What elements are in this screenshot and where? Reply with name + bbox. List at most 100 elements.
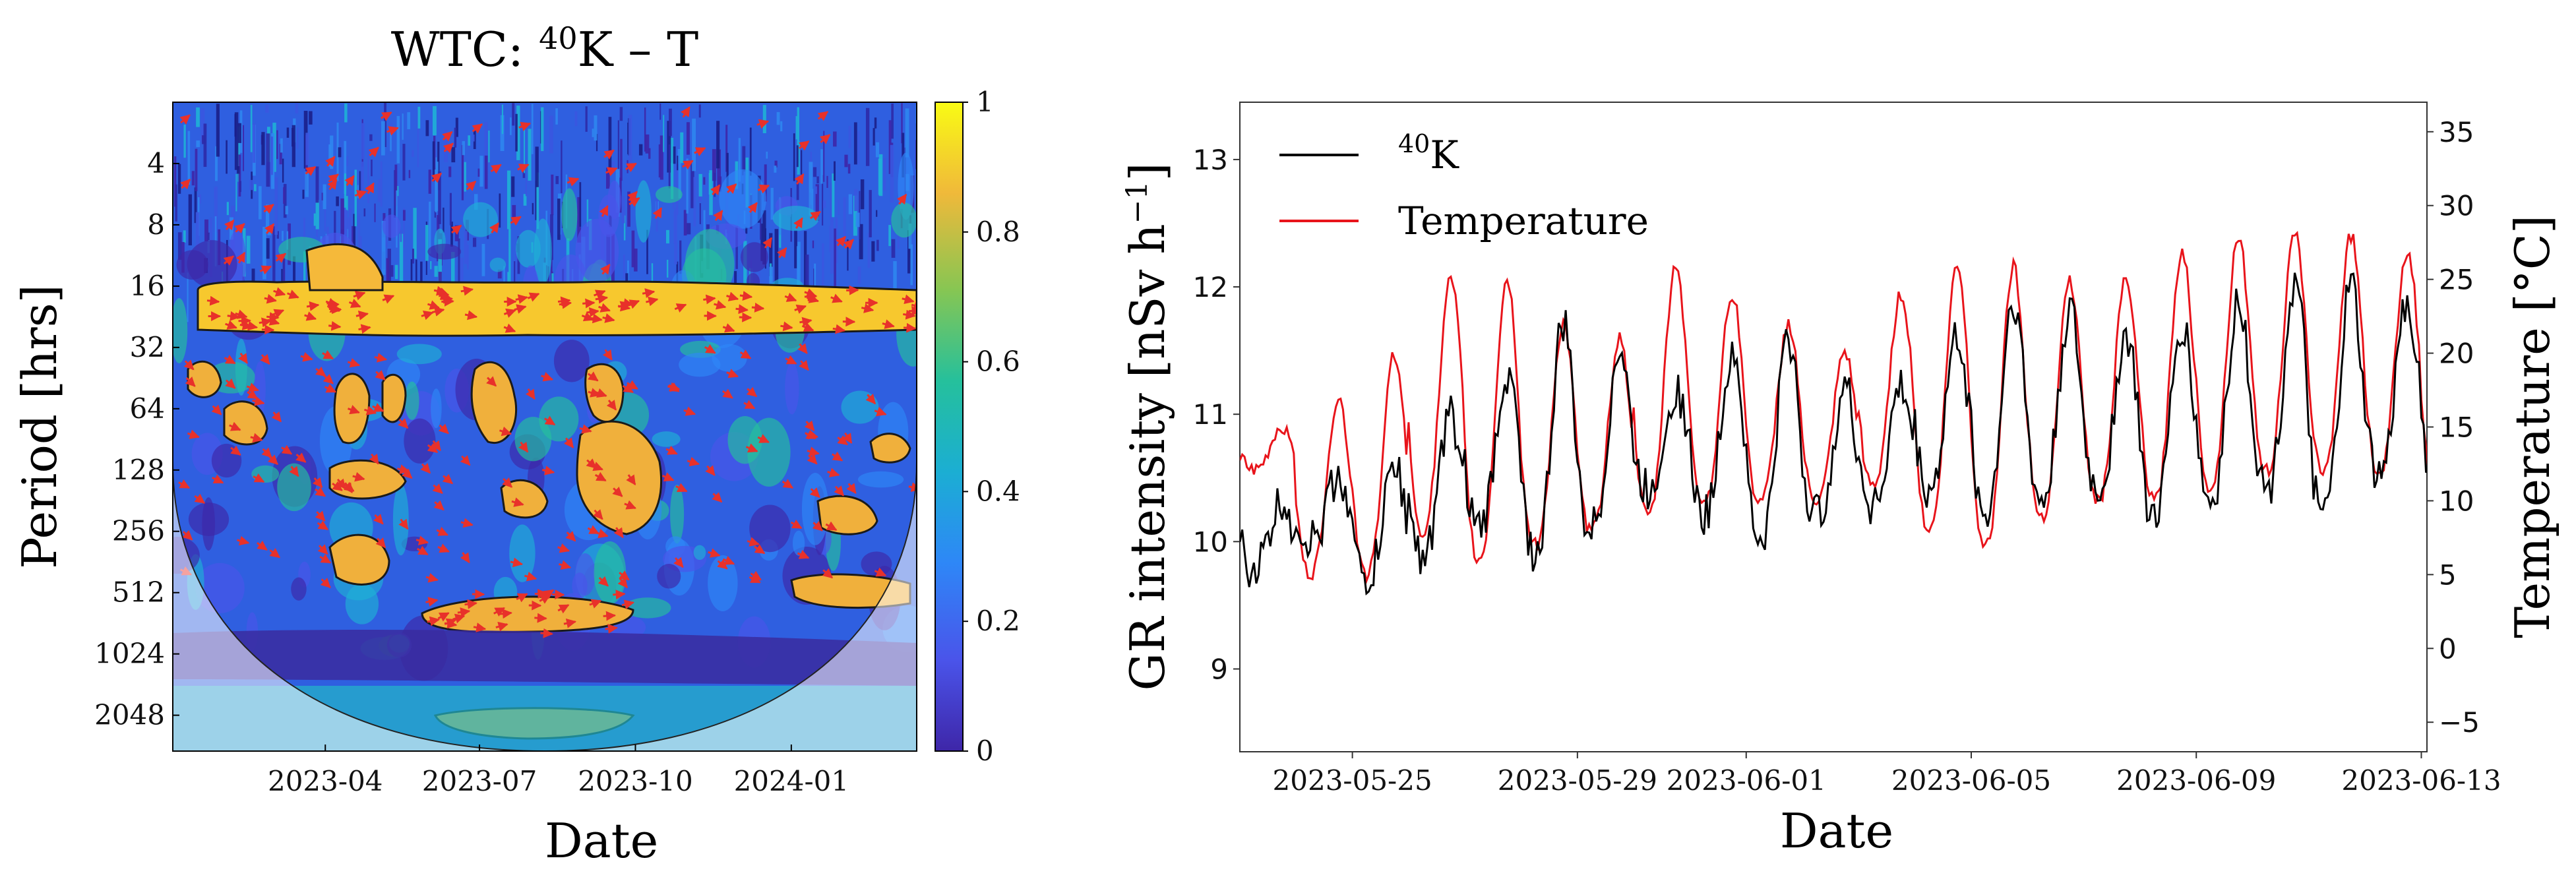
phase-arrow [225, 379, 236, 389]
mid-blob [652, 431, 681, 447]
noise-streak [237, 123, 242, 143]
noise-streak [823, 200, 826, 208]
left-y-tick-label: 12 [1193, 271, 1228, 303]
noise-streak [443, 207, 445, 233]
noise-streak [829, 226, 831, 253]
phase-arrow [622, 383, 634, 394]
noise-streak [203, 123, 207, 167]
phase-arrow [358, 324, 371, 334]
phase-arrow [652, 207, 663, 219]
phase-arrow [603, 149, 615, 160]
noise-streak [458, 238, 460, 293]
noise-streak [658, 144, 661, 178]
noise-streak [484, 155, 488, 189]
noise-streak [677, 156, 679, 171]
phase-arrow [436, 526, 449, 536]
noise-streak [384, 236, 388, 247]
phase-arrow [589, 599, 602, 609]
noise-streak [832, 173, 835, 218]
phase-arrow [441, 296, 454, 307]
phase-arrow [380, 111, 392, 121]
phase-arrow [642, 288, 656, 298]
noise-streak [515, 113, 518, 152]
noise-streak [557, 198, 561, 240]
phase-arrow [806, 293, 820, 303]
colorbar-gradient [935, 102, 964, 752]
noise-streak [793, 133, 795, 181]
noise-streak [377, 179, 381, 202]
mid-blob [785, 362, 799, 415]
noise-streak [380, 161, 383, 207]
noise-streak [279, 144, 282, 165]
wtc-coi-outline [173, 461, 917, 751]
phase-arrow [304, 311, 317, 321]
noise-streak [265, 204, 270, 233]
noise-streak [506, 170, 511, 229]
left-y-tick-label: 11 [1193, 398, 1228, 431]
noise-streak [448, 166, 452, 177]
mid-blob [679, 352, 721, 377]
phase-arrow [598, 303, 611, 313]
noise-streak [645, 134, 650, 154]
noise-streak [438, 171, 441, 224]
phase-arrow [300, 352, 313, 362]
noise-streak [295, 102, 299, 114]
noise-streak [499, 193, 501, 228]
phase-arrow [606, 400, 617, 411]
phase-arrow [799, 359, 809, 371]
noise-streak [669, 108, 672, 137]
noise-streak [274, 177, 278, 235]
noise-streak [285, 206, 288, 215]
phase-arrow [250, 433, 263, 443]
phase-arrow [442, 131, 453, 142]
line-x-tick-label: 2023-06-09 [2116, 764, 2276, 797]
noise-streak [238, 154, 241, 197]
noise-streak [280, 138, 283, 153]
phase-arrow [541, 466, 555, 475]
wtc-y-tick-label: 32 [130, 331, 165, 363]
noise-streak [462, 141, 466, 156]
noise-streak [749, 127, 752, 176]
noise-streak [847, 164, 851, 174]
noise-streak [417, 109, 419, 167]
colorbar-tick-label: 0.6 [976, 346, 1020, 378]
phase-arrow [326, 298, 340, 309]
phase-arrow [457, 607, 471, 617]
phase-arrow [178, 479, 191, 489]
noise-streak [822, 243, 824, 292]
mid-blob [427, 243, 462, 260]
noise-streak [174, 156, 177, 207]
phase-arrow [563, 618, 577, 628]
noise-streak [511, 176, 515, 197]
noise-streak [815, 184, 819, 222]
noise-streak [250, 105, 253, 152]
noise-streak [363, 208, 366, 217]
phase-arrow [489, 222, 500, 233]
noise-streak [623, 255, 625, 279]
phase-arrow [493, 607, 506, 617]
legend: 40K Temperature [1279, 129, 1649, 243]
line-right-y-label: Temperature [°C] [2505, 215, 2560, 638]
noise-streak [402, 144, 406, 181]
noise-streak [815, 186, 818, 195]
noise-streak [305, 171, 309, 197]
phase-arrow [266, 312, 280, 322]
phase-arrow [682, 160, 694, 170]
noise-streak [796, 145, 799, 167]
phase-arrow [834, 485, 845, 497]
noise-streak [403, 208, 405, 248]
legend-label-temperature: Temperature [1398, 198, 1649, 243]
noise-streak [357, 213, 360, 272]
noise-streak [579, 182, 582, 227]
noise-streak [623, 215, 626, 241]
phase-arrow [625, 162, 637, 173]
noise-streak [718, 176, 722, 192]
phase-arrow [797, 343, 808, 354]
phase-arrow [735, 304, 749, 315]
noise-streak [399, 233, 404, 288]
phase-arrow [667, 382, 681, 392]
noise-streak [834, 228, 836, 287]
noise-streak [330, 135, 334, 169]
phase-arrow [235, 251, 246, 264]
